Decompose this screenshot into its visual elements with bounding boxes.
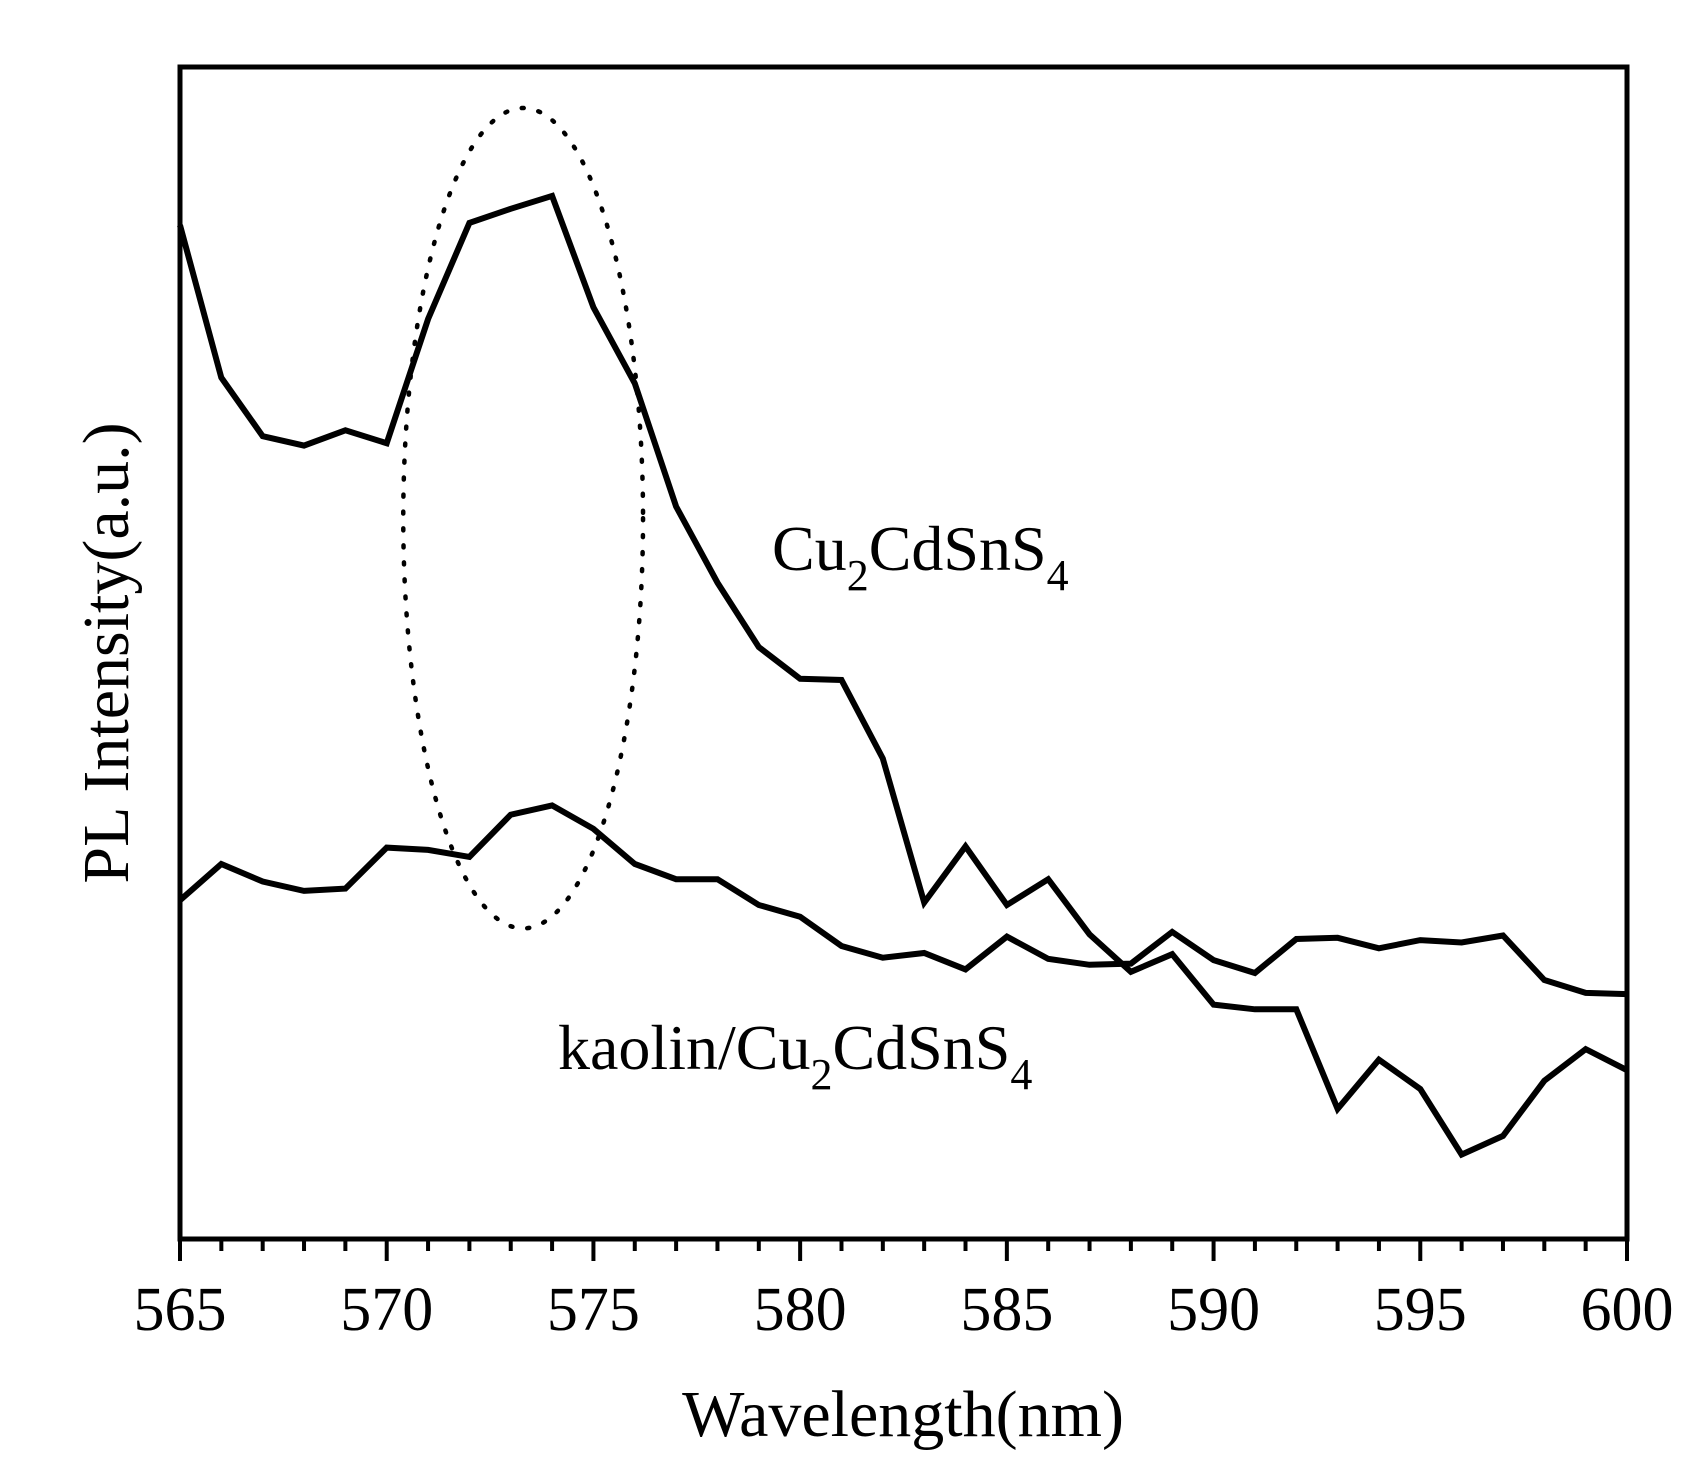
x-tick-label: 585 <box>960 1276 1053 1344</box>
kaolin-cu2cdsns4-series-label: kaolin/Cu2CdSnS4 <box>558 1012 1032 1099</box>
cu2cdsns4-series-line <box>177 192 1629 1159</box>
x-tick-label: 595 <box>1374 1276 1467 1344</box>
x-tick-label: 565 <box>134 1276 227 1344</box>
x-axis-ticks <box>178 1239 1629 1261</box>
x-tick-label: 570 <box>340 1276 433 1344</box>
x-tick-label: 590 <box>1167 1276 1260 1344</box>
plot-frame <box>177 64 1630 1242</box>
x-tick-label: 580 <box>754 1276 847 1344</box>
cu2cdsns4-series-label: Cu2CdSnS4 <box>772 513 1069 600</box>
kaolin-cu2cdsns4-series-line <box>178 802 1628 998</box>
y-axis-title: PL Intensity(a.u.) <box>70 422 143 883</box>
peak-highlight-ellipse <box>401 105 646 931</box>
x-axis-title: Wavelength(nm) <box>682 1378 1124 1451</box>
x-tick-label: 575 <box>547 1276 640 1344</box>
x-axis-tick-labels: 565 570 575 580 585 590 595 600 <box>134 1276 1674 1344</box>
x-tick-label: 600 <box>1581 1276 1674 1344</box>
